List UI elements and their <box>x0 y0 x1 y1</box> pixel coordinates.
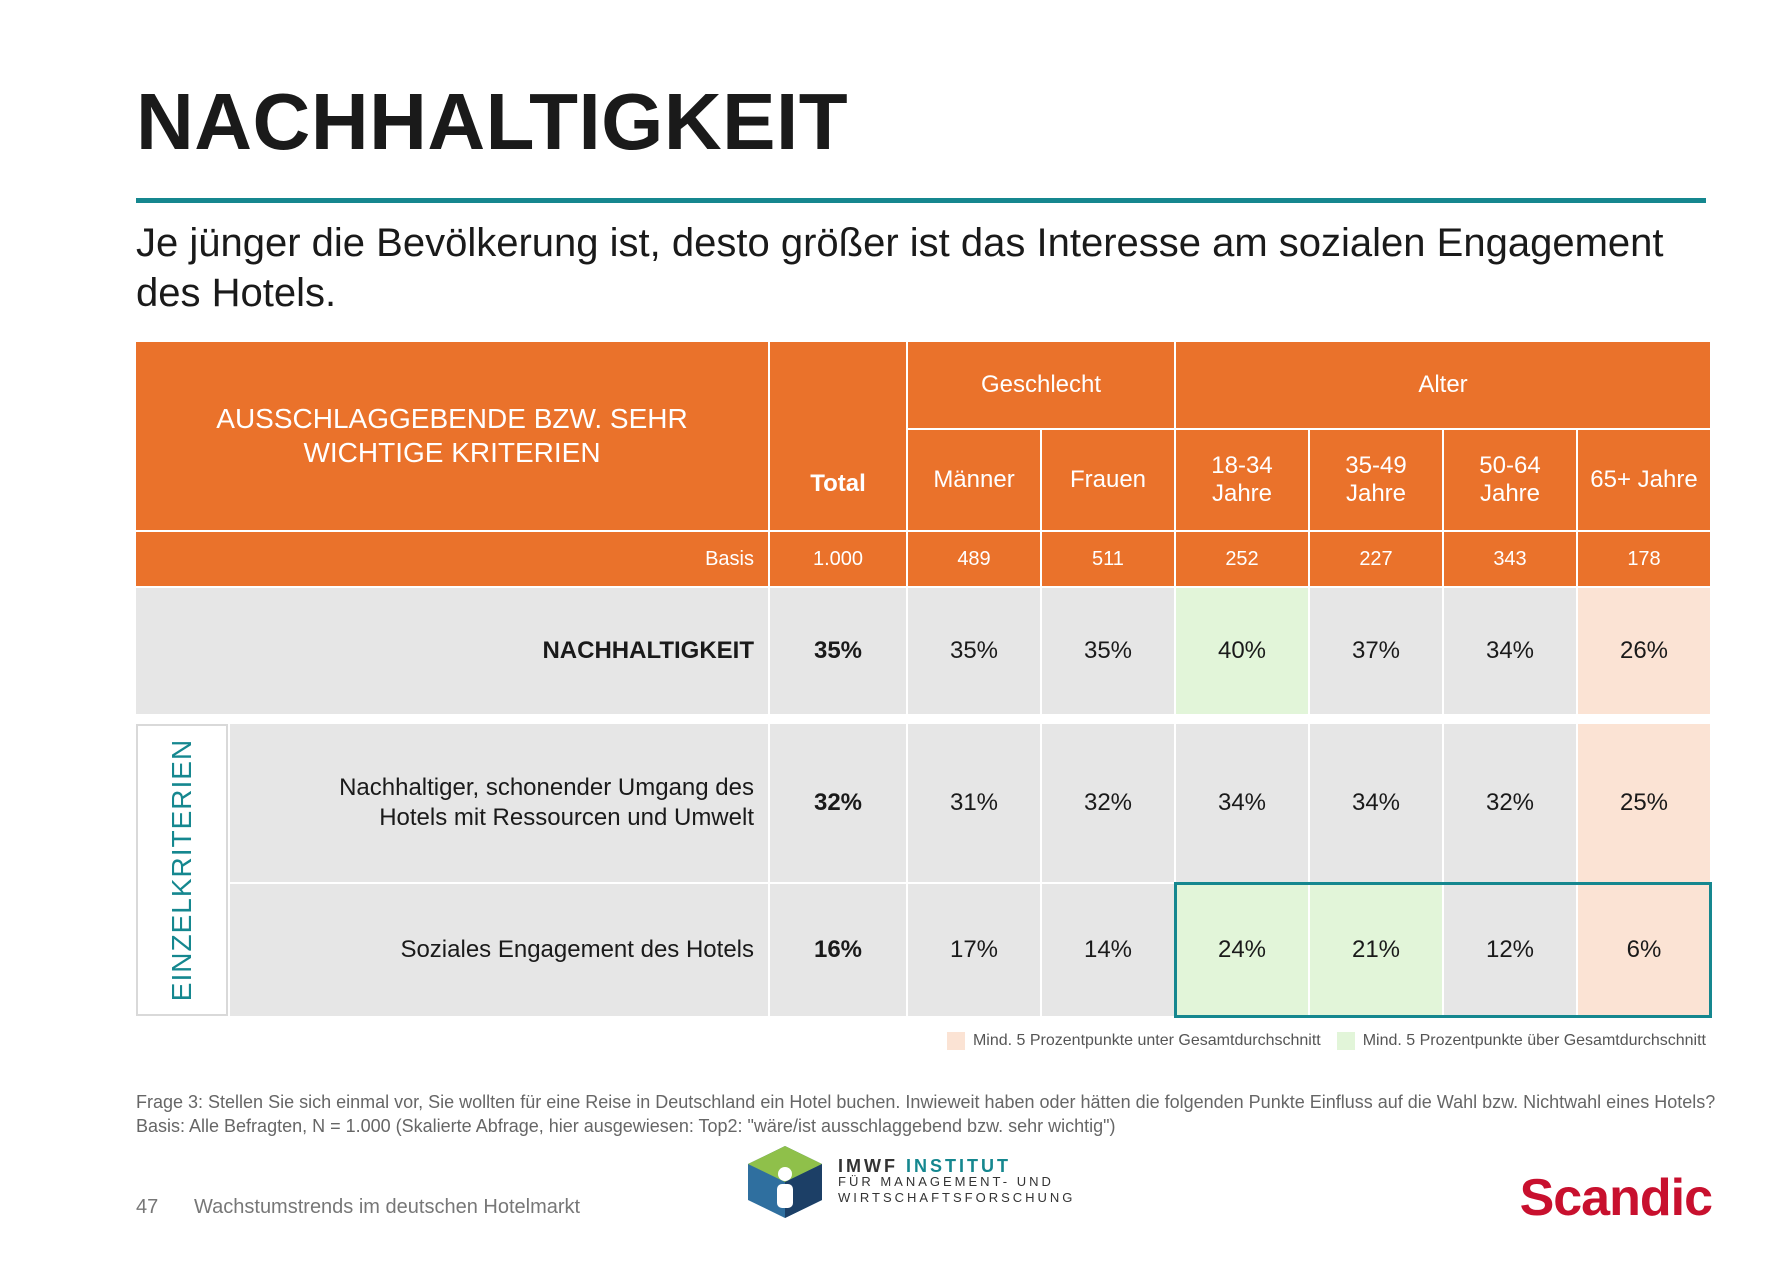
table-cell: 34% <box>1444 588 1576 714</box>
table-cell: 34% <box>1176 724 1308 882</box>
side-label: EINZELKRITERIEN <box>166 738 198 1002</box>
imwf-logo: IMWF INSTITUT FÜR MANAGEMENT- UND WIRTSC… <box>746 1144 1075 1220</box>
table-cell: 35% <box>770 588 906 714</box>
column-header: 65+ Jahre <box>1578 430 1710 530</box>
column-header: 50-64 Jahre <box>1444 430 1576 530</box>
table-cell: 12% <box>1444 884 1576 1016</box>
table-cell: 31% <box>908 724 1040 882</box>
group-header-age: Alter <box>1176 342 1710 428</box>
footnote: Frage 3: Stellen Sie sich einmal vor, Si… <box>136 1092 1716 1136</box>
logo-line3: WIRTSCHAFTSFORSCHUNG <box>838 1190 1076 1205</box>
table-cell: 6% <box>1578 884 1710 1016</box>
table-cell: 17% <box>908 884 1040 1016</box>
basis-value: 252 <box>1176 532 1308 586</box>
table-cell: 40% <box>1176 588 1308 714</box>
basis-value: 178 <box>1578 532 1710 586</box>
table-cell: 32% <box>770 724 906 882</box>
logo-imwf: IMWF <box>838 1156 898 1176</box>
table-cell: 25% <box>1578 724 1710 882</box>
imwf-logo-icon <box>748 1146 822 1218</box>
title-divider <box>136 198 1706 203</box>
legend: Mind. 5 Prozentpunkte unter Gesamtdurchs… <box>931 1032 1706 1050</box>
row-label: Nachhaltiger, schonender Umgang des Hote… <box>230 724 768 882</box>
column-header: 35-49 Jahre <box>1310 430 1442 530</box>
criteria-header: AUSSCHLAGGEBENDE BZW. SEHR WICHTIGE KRIT… <box>136 342 768 530</box>
logo-line2: FÜR MANAGEMENT- UND <box>838 1174 1054 1189</box>
legend-swatch-below <box>946 1032 965 1050</box>
basis-label: Basis <box>136 532 768 586</box>
legend-above-text: Mind. 5 Prozentpunkte über Gesamtdurchsc… <box>1362 1032 1706 1049</box>
table-cell: 35% <box>908 588 1040 714</box>
row-label: Soziales Engagement des Hotels <box>230 884 768 1016</box>
table-cell: 14% <box>1042 884 1174 1016</box>
basis-value: 227 <box>1310 532 1442 586</box>
table-cell: 35% <box>1042 588 1174 714</box>
column-header: Männer <box>908 430 1040 530</box>
row-label-main: NACHHALTIGKEIT <box>136 588 768 714</box>
column-header: 18-34 Jahre <box>1176 430 1308 530</box>
page-number: 47 <box>136 1196 159 1218</box>
footer-text: Wachstumstrends im deutschen Hotelmarkt <box>194 1196 581 1218</box>
side-label-box: EINZELKRITERIEN <box>136 724 228 1016</box>
table-cell: 32% <box>1444 724 1576 882</box>
basis-value: 511 <box>1042 532 1174 586</box>
table-cell: 16% <box>770 884 906 1016</box>
page-subtitle: Je jünger die Bevölkerung ist, desto grö… <box>136 221 1664 315</box>
table-cell: 21% <box>1310 884 1442 1016</box>
column-header: Frauen <box>1042 430 1174 530</box>
table-cell: 26% <box>1578 588 1710 714</box>
legend-below-text: Mind. 5 Prozentpunkte unter Gesamtdurchs… <box>972 1032 1321 1049</box>
group-header-gender: Geschlecht <box>908 342 1174 428</box>
page-title: NACHHALTIGKEIT <box>136 77 849 166</box>
basis-value: 489 <box>908 532 1040 586</box>
data-table: AUSSCHLAGGEBENDE BZW. SEHR WICHTIGE KRIT… <box>136 342 1712 1018</box>
legend-swatch-above <box>1336 1032 1355 1050</box>
table-cell: 34% <box>1310 724 1442 882</box>
table-cell: 24% <box>1176 884 1308 1016</box>
table-cell: 37% <box>1310 588 1442 714</box>
table-cell: 32% <box>1042 724 1174 882</box>
logo-institut: INSTITUT <box>906 1156 1011 1176</box>
basis-value: 343 <box>1444 532 1576 586</box>
basis-value: 1.000 <box>770 532 906 586</box>
total-header: Total <box>770 342 906 530</box>
scandic-logo: Scandic <box>1519 1169 1713 1227</box>
